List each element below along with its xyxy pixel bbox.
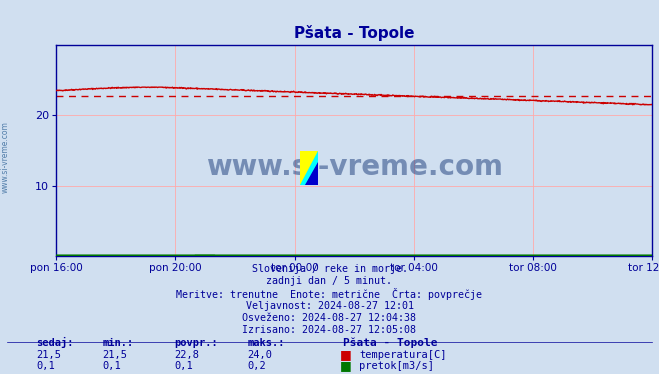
Text: 0,1: 0,1 [36, 361, 55, 371]
Text: Pšata - Topole: Pšata - Topole [343, 337, 437, 348]
Text: 0,2: 0,2 [247, 361, 266, 371]
Text: povpr.:: povpr.: [175, 338, 218, 348]
Text: ■: ■ [339, 359, 351, 372]
Text: Slovenija / reke in morje.: Slovenija / reke in morje. [252, 264, 407, 274]
Text: 22,8: 22,8 [175, 350, 200, 360]
Text: ■: ■ [339, 348, 351, 361]
Text: 21,5: 21,5 [102, 350, 127, 360]
Polygon shape [300, 151, 318, 185]
Text: temperatura[C]: temperatura[C] [359, 350, 447, 360]
Polygon shape [305, 162, 318, 185]
Text: Osveženo: 2024-08-27 12:04:38: Osveženo: 2024-08-27 12:04:38 [243, 313, 416, 323]
Text: zadnji dan / 5 minut.: zadnji dan / 5 minut. [266, 276, 393, 286]
Text: 24,0: 24,0 [247, 350, 272, 360]
Text: Meritve: trenutne  Enote: metrične  Črta: povprečje: Meritve: trenutne Enote: metrične Črta: … [177, 288, 482, 300]
Text: sedaj:: sedaj: [36, 337, 74, 348]
Text: Veljavnost: 2024-08-27 12:01: Veljavnost: 2024-08-27 12:01 [246, 301, 413, 311]
Text: 21,5: 21,5 [36, 350, 61, 360]
Text: maks.:: maks.: [247, 338, 285, 348]
Text: Izrisano: 2024-08-27 12:05:08: Izrisano: 2024-08-27 12:05:08 [243, 325, 416, 335]
Text: pretok[m3/s]: pretok[m3/s] [359, 361, 434, 371]
Title: Pšata - Topole: Pšata - Topole [294, 25, 415, 41]
Polygon shape [300, 151, 318, 185]
Text: www.si-vreme.com: www.si-vreme.com [206, 153, 503, 181]
Text: 0,1: 0,1 [102, 361, 121, 371]
Text: min.:: min.: [102, 338, 133, 348]
Text: 0,1: 0,1 [175, 361, 193, 371]
Text: www.si-vreme.com: www.si-vreme.com [1, 121, 10, 193]
